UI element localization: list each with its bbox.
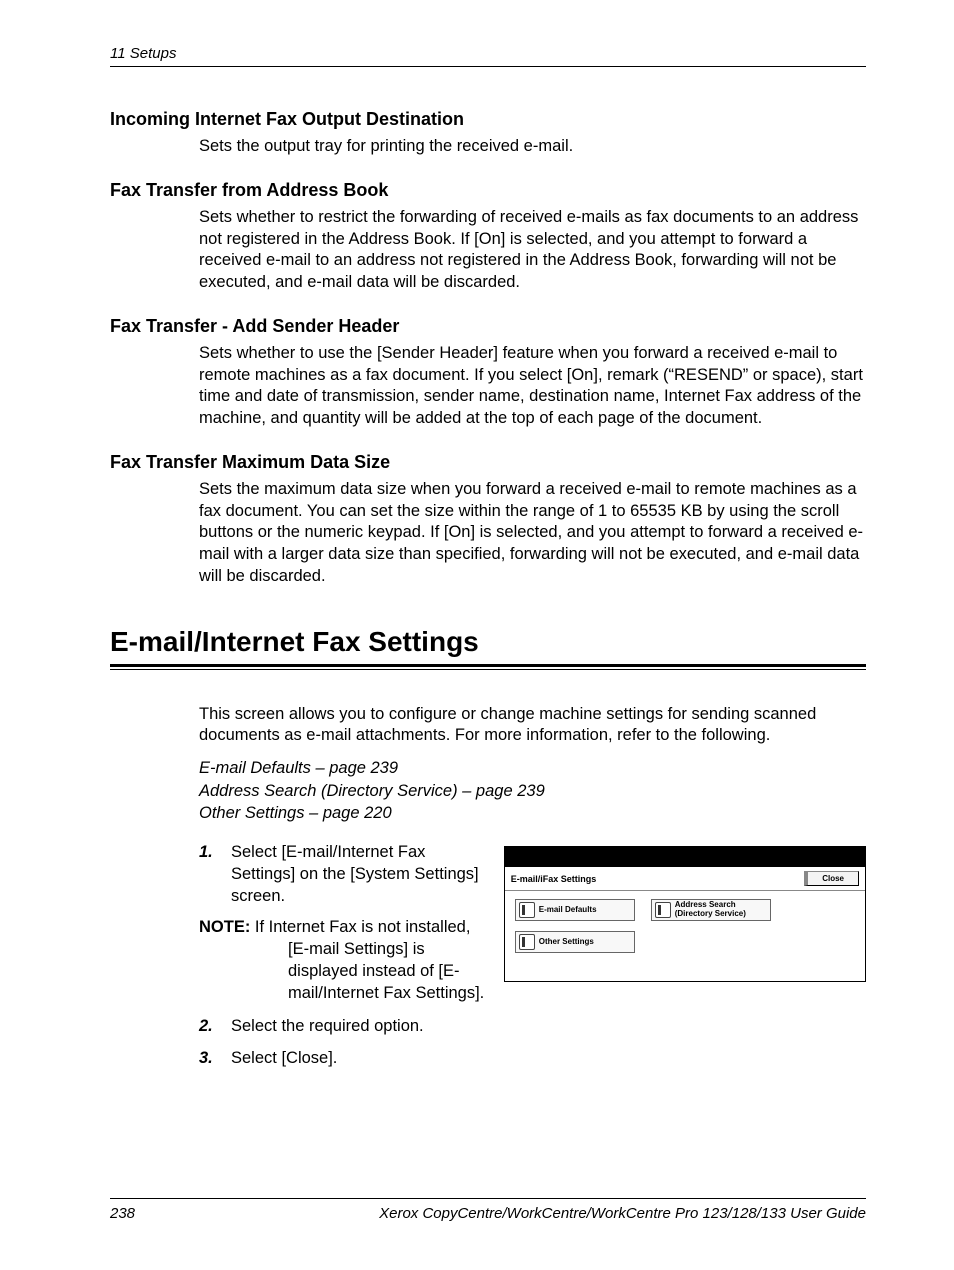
section-title-email-ifax-settings: E-mail/Internet Fax Settings — [110, 626, 866, 658]
xref-email-defaults: E-mail Defaults – page 239 — [199, 757, 866, 779]
close-button[interactable]: Close — [804, 871, 859, 886]
step-number: 1. — [199, 842, 231, 907]
step-number: 2. — [199, 1016, 231, 1038]
step-1: 1. Select [E-mail/Internet Fax Settings]… — [199, 842, 490, 907]
heading-incoming-ifax-output: Incoming Internet Fax Output Destination — [110, 109, 866, 130]
body-text: Sets whether to restrict the forwarding … — [199, 207, 866, 294]
email-defaults-button[interactable]: E-mail Defaults — [515, 899, 635, 921]
note-label: NOTE: — [199, 918, 255, 936]
screenshot-top-bar — [505, 847, 865, 867]
step-3: 3. Select [Close]. — [199, 1048, 866, 1070]
step-text: Select [Close]. — [231, 1048, 337, 1070]
address-search-button[interactable]: Address Search(Directory Service) — [651, 899, 771, 921]
step-text: Select the required option. — [231, 1016, 424, 1038]
xref-address-search: Address Search (Directory Service) – pag… — [199, 780, 866, 802]
tab-icon — [655, 902, 671, 918]
tab-icon — [519, 934, 535, 950]
running-head: 11 Setups — [110, 45, 866, 62]
body-text: Sets whether to use the [Sender Header] … — [199, 343, 866, 430]
body-text: Sets the output tray for printing the re… — [199, 136, 866, 158]
step-2: 2. Select the required option. — [199, 1016, 866, 1038]
note-text: If Internet Fax is not installed, [E-mai… — [255, 918, 484, 1001]
header-rule — [110, 66, 866, 67]
tab-icon — [519, 902, 535, 918]
heading-fax-transfer-sender-header: Fax Transfer - Add Sender Header — [110, 316, 866, 337]
footer-rule — [110, 1198, 866, 1199]
button-label: E-mail Defaults — [539, 906, 597, 915]
heading-fax-transfer-address-book: Fax Transfer from Address Book — [110, 180, 866, 201]
button-label: Other Settings — [539, 938, 594, 947]
other-settings-button[interactable]: Other Settings — [515, 931, 635, 953]
screenshot-title: E-mail/iFax Settings — [511, 874, 597, 884]
section-title-rule-thick — [110, 664, 866, 667]
body-text: Sets the maximum data size when you forw… — [199, 479, 866, 588]
section-title-rule-thin — [110, 669, 866, 670]
page-number: 238 — [110, 1205, 135, 1222]
step-text: Select [E-mail/Internet Fax Settings] on… — [231, 842, 490, 907]
screenshot-email-ifax-settings: E-mail/iFax Settings Close E-mail Defaul… — [504, 846, 866, 982]
button-label: Address Search(Directory Service) — [675, 901, 746, 919]
step-number: 3. — [199, 1048, 231, 1070]
heading-fax-transfer-max-size: Fax Transfer Maximum Data Size — [110, 452, 866, 473]
xref-other-settings: Other Settings – page 220 — [199, 802, 866, 824]
footer-guide-title: Xerox CopyCentre/WorkCentre/WorkCentre P… — [379, 1205, 866, 1222]
intro-text: This screen allows you to configure or c… — [199, 704, 866, 748]
